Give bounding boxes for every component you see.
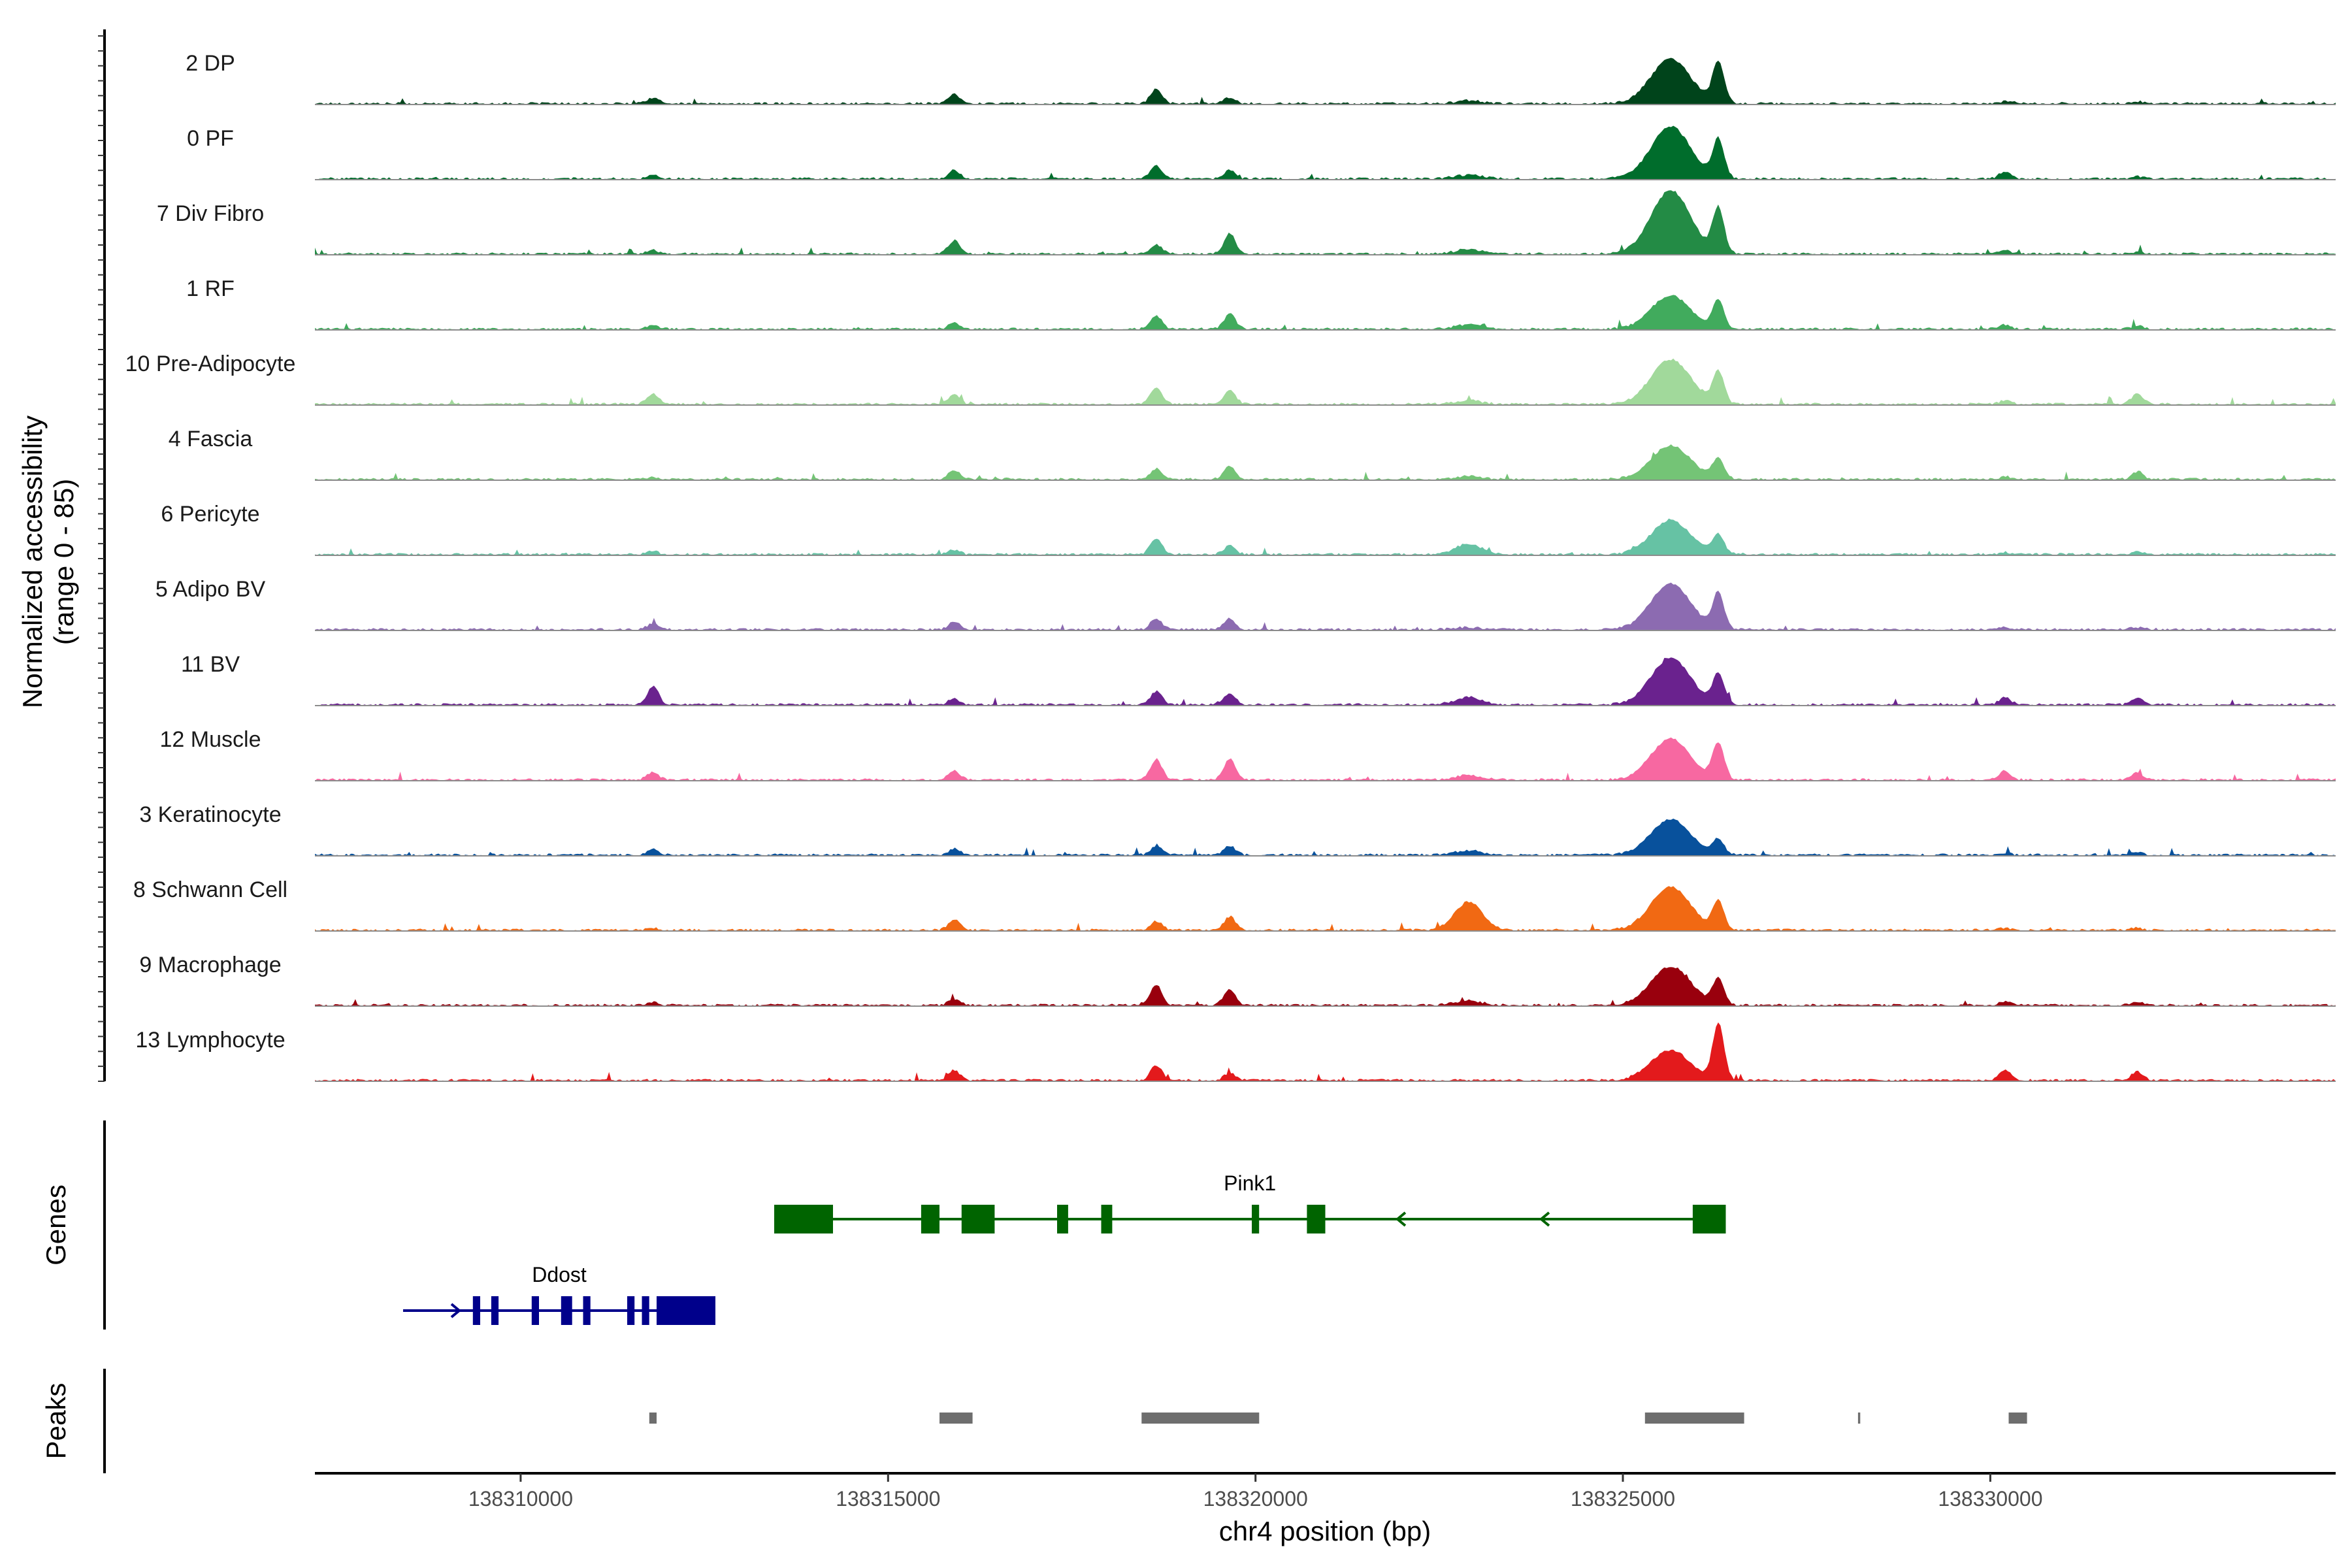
exon-block <box>531 1296 539 1325</box>
peak-region <box>1141 1413 1260 1424</box>
exon-block <box>561 1296 572 1325</box>
track-label: 0 PF <box>187 126 234 151</box>
exon-block <box>642 1296 649 1325</box>
peaks-panel-label: Peaks <box>41 1383 71 1460</box>
exon-block <box>1101 1205 1113 1233</box>
track-label: 13 Lymphocyte <box>135 1028 285 1053</box>
strand-arrow-icon <box>1539 1211 1550 1227</box>
coverage-area <box>315 657 2336 706</box>
strand-arrow-icon <box>1395 1211 1407 1227</box>
track-1: 2 DP <box>186 51 2336 105</box>
gene-label: Pink1 <box>1224 1171 1276 1195</box>
track-label: 2 DP <box>186 51 235 76</box>
exon-block <box>1307 1205 1326 1233</box>
coverage-area <box>315 967 2336 1006</box>
track-label: 12 Muscle <box>160 727 261 752</box>
track-label: 9 Macrophage <box>139 953 281 977</box>
coverage-area <box>315 190 2336 255</box>
track-label: 3 Keratinocyte <box>139 802 281 827</box>
x-tick-label: 138310000 <box>468 1487 573 1511</box>
gene-ddost: Ddost <box>402 1263 715 1325</box>
x-tick-label: 138315000 <box>836 1487 940 1511</box>
x-tick-label: 138320000 <box>1203 1487 1308 1511</box>
coverage-area <box>315 819 2336 856</box>
peak-region <box>649 1413 657 1424</box>
track-label: 7 Div Fibro <box>157 201 264 226</box>
track-label: 8 Schwann Cell <box>133 877 287 902</box>
exon-block <box>1057 1205 1068 1233</box>
track-label: 6 Pericyte <box>161 502 259 527</box>
coverage-tracks: 2 DP 0 PF 7 Div Fibro 1 RF 10 Pre-Adipocyte 4… <box>125 51 2336 1082</box>
coverage-area <box>315 737 2336 781</box>
exon-block <box>1692 1205 1726 1233</box>
genes-panel: Pink1 Ddost <box>402 1171 1726 1325</box>
y-axis-title-line2: (range 0 - 85) <box>48 479 79 645</box>
strand-arrow-icon <box>450 1303 462 1318</box>
track-label: 1 RF <box>186 276 235 301</box>
exon-block <box>657 1296 715 1325</box>
y-axis-title-line1: Normalized accessibility <box>17 416 48 708</box>
exon-block <box>1252 1205 1260 1233</box>
x-axis-ticks: 138310000 138315000 138320000 138325000 1383… <box>468 1473 2042 1511</box>
track-3: 7 Div Fibro <box>157 190 2336 255</box>
genes-panel-label: Genes <box>41 1184 71 1266</box>
track-label: 10 Pre-Adipocyte <box>125 351 296 376</box>
coverage-area <box>315 295 2336 330</box>
exon-block <box>472 1296 480 1325</box>
exon-block <box>774 1205 833 1233</box>
track-6: 4 Fascia <box>169 427 2336 481</box>
exon-block <box>491 1296 499 1325</box>
x-tick-label: 138330000 <box>1938 1487 2042 1511</box>
exon-block <box>921 1205 939 1233</box>
peak-region <box>2008 1413 2027 1424</box>
track-11: 3 Keratinocyte <box>139 802 2336 857</box>
coverage-area <box>315 444 2336 480</box>
gene-label: Ddost <box>532 1263 587 1286</box>
y-axis-title: Normalized accessibility (range 0 - 85) <box>17 416 79 708</box>
track-13: 9 Macrophage <box>139 953 2336 1007</box>
track-10: 12 Muscle <box>160 727 2336 781</box>
coverage-area <box>315 1022 2336 1081</box>
track-label: 4 Fascia <box>169 427 253 451</box>
coverage-area <box>315 518 2336 555</box>
track-label: 11 BV <box>181 652 240 677</box>
track-14: 13 Lymphocyte <box>135 1022 2336 1082</box>
coverage-area <box>315 358 2336 405</box>
exon-block <box>583 1296 591 1325</box>
peaks-panel <box>649 1413 2027 1424</box>
coverage-area <box>315 582 2336 630</box>
exon-block <box>627 1296 635 1325</box>
peak-region <box>939 1413 973 1424</box>
coverage-area <box>315 125 2336 180</box>
x-tick-label: 138325000 <box>1571 1487 1675 1511</box>
track-5: 10 Pre-Adipocyte <box>125 351 2336 406</box>
peak-region <box>1644 1413 1744 1424</box>
track-8: 5 Adipo BV <box>155 577 2336 631</box>
gene-pink1: Pink1 <box>774 1171 1726 1233</box>
peak-region <box>1857 1413 1861 1424</box>
track-9: 11 BV <box>181 652 2336 706</box>
track-label: 5 Adipo BV <box>155 577 266 602</box>
x-axis-title: chr4 position (bp) <box>1219 1516 1431 1546</box>
track-2: 0 PF <box>187 125 2336 180</box>
track-4: 1 RF <box>186 276 2336 331</box>
exon-block <box>961 1205 995 1233</box>
coverage-y-axis-ticks <box>98 35 105 1082</box>
track-12: 8 Schwann Cell <box>133 877 2336 932</box>
coverage-area <box>315 57 2336 105</box>
track-7: 6 Pericyte <box>161 502 2336 556</box>
coverage-area <box>315 886 2336 931</box>
